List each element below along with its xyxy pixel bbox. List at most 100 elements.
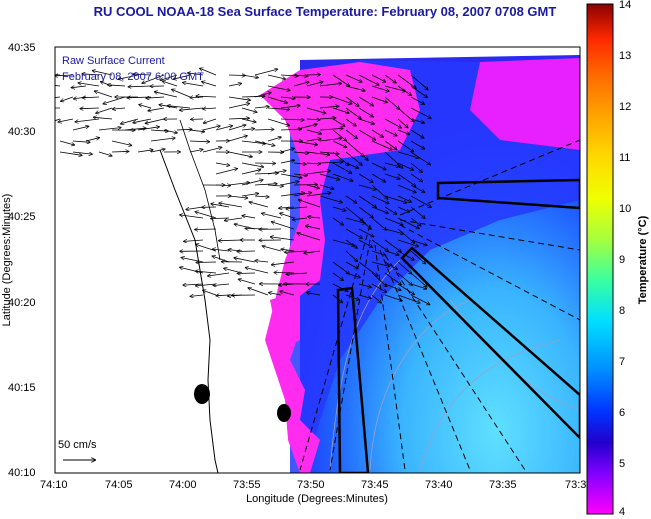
current-vector bbox=[212, 256, 230, 263]
current-vector bbox=[98, 151, 112, 156]
current-vector bbox=[299, 200, 321, 208]
map-area bbox=[55, 47, 580, 473]
legend-line1: Raw Surface Current bbox=[62, 55, 165, 67]
current-vector bbox=[319, 184, 334, 189]
current-vector bbox=[108, 85, 126, 86]
current-vector bbox=[358, 206, 373, 218]
current-vector bbox=[397, 151, 419, 158]
current-vector bbox=[345, 85, 365, 91]
current-vector bbox=[241, 170, 260, 175]
ytick-label: 40:25 bbox=[8, 211, 36, 223]
current-vector bbox=[384, 85, 405, 91]
current-vector bbox=[83, 97, 100, 98]
current-vector bbox=[293, 152, 308, 153]
current-vector bbox=[163, 81, 178, 87]
current-vector bbox=[319, 138, 341, 142]
current-vector bbox=[85, 138, 99, 142]
current-vector bbox=[228, 118, 249, 119]
current-vector bbox=[183, 83, 204, 87]
current-vector bbox=[72, 151, 92, 154]
current-vector bbox=[148, 107, 165, 111]
current-vector bbox=[161, 74, 178, 80]
current-vector bbox=[397, 118, 408, 128]
current-vector bbox=[292, 218, 308, 220]
cb-tick: 6 bbox=[619, 407, 625, 419]
current-vector bbox=[196, 96, 217, 97]
current-vector bbox=[319, 106, 339, 108]
current-vector bbox=[306, 184, 319, 188]
current-vector bbox=[332, 217, 343, 225]
current-vector bbox=[286, 206, 308, 209]
current-vector bbox=[332, 261, 349, 274]
current-vector bbox=[397, 85, 411, 95]
current-vector bbox=[254, 69, 277, 76]
current-vector bbox=[397, 272, 412, 285]
cb-tick: 9 bbox=[619, 254, 625, 266]
ytick-label: 40:10 bbox=[8, 467, 36, 479]
current-vector bbox=[384, 195, 407, 203]
current-vector bbox=[267, 74, 285, 79]
current-vector bbox=[219, 240, 243, 241]
current-vector bbox=[280, 160, 294, 164]
sst-warm-patch bbox=[270, 290, 300, 350]
current-vector bbox=[281, 249, 295, 251]
current-vector bbox=[280, 213, 295, 219]
current-vector bbox=[371, 294, 381, 303]
current-vector bbox=[371, 250, 386, 255]
current-vector bbox=[371, 239, 388, 251]
current-vector bbox=[410, 129, 424, 138]
cb-tick: 14 bbox=[619, 0, 631, 11]
current-vector bbox=[306, 129, 321, 134]
current-vector bbox=[55, 85, 61, 87]
current-vector bbox=[189, 150, 203, 153]
current-vector bbox=[297, 233, 321, 241]
surface-current-vectors bbox=[55, 68, 431, 304]
current-vector bbox=[202, 147, 222, 153]
ytick-label: 40:20 bbox=[8, 297, 36, 309]
current-vector bbox=[200, 68, 217, 76]
current-vector bbox=[371, 140, 392, 150]
x-tick-labels: 74:10 74:05 74:00 73:55 73:50 73:45 73:4… bbox=[40, 479, 586, 491]
current-vector bbox=[176, 129, 192, 130]
current-vector bbox=[280, 182, 299, 186]
colorbar-ramp bbox=[586, 3, 614, 515]
current-vector bbox=[139, 105, 152, 109]
current-vector bbox=[241, 96, 265, 97]
current-vector bbox=[203, 108, 217, 109]
current-vector bbox=[213, 249, 230, 251]
current-vector bbox=[345, 228, 362, 238]
current-vector bbox=[397, 173, 416, 186]
current-vector bbox=[183, 284, 204, 285]
current-vector bbox=[228, 125, 246, 131]
x-axis-label: Longitude (Degrees:Minutes) bbox=[246, 493, 388, 505]
current-vector bbox=[308, 217, 321, 218]
current-vector bbox=[241, 74, 258, 78]
current-vector bbox=[203, 290, 217, 296]
current-vector bbox=[371, 206, 388, 213]
current-vector bbox=[124, 128, 146, 130]
current-vector bbox=[113, 108, 126, 109]
current-vector bbox=[188, 73, 204, 76]
current-vector bbox=[306, 193, 331, 197]
current-vector bbox=[133, 74, 152, 75]
current-vector bbox=[306, 226, 321, 230]
current-vector bbox=[111, 151, 129, 152]
xtick-label: 73:45 bbox=[361, 479, 389, 491]
current-vector bbox=[319, 195, 342, 203]
coastline bbox=[159, 149, 219, 473]
current-vector bbox=[345, 118, 356, 126]
current-vector bbox=[410, 217, 421, 226]
colorbar-label: Temperature (°C) bbox=[637, 215, 649, 304]
current-vector bbox=[271, 237, 295, 241]
current-vector bbox=[293, 140, 317, 145]
current-vector bbox=[332, 162, 352, 173]
current-vector bbox=[410, 107, 431, 118]
current-vector bbox=[242, 216, 256, 219]
current-vector bbox=[241, 129, 254, 130]
current-vector bbox=[371, 85, 389, 91]
current-vector bbox=[280, 291, 295, 296]
current-vector bbox=[358, 173, 373, 182]
current-vector bbox=[202, 126, 220, 131]
current-vector bbox=[332, 96, 352, 104]
current-vector bbox=[103, 96, 126, 104]
